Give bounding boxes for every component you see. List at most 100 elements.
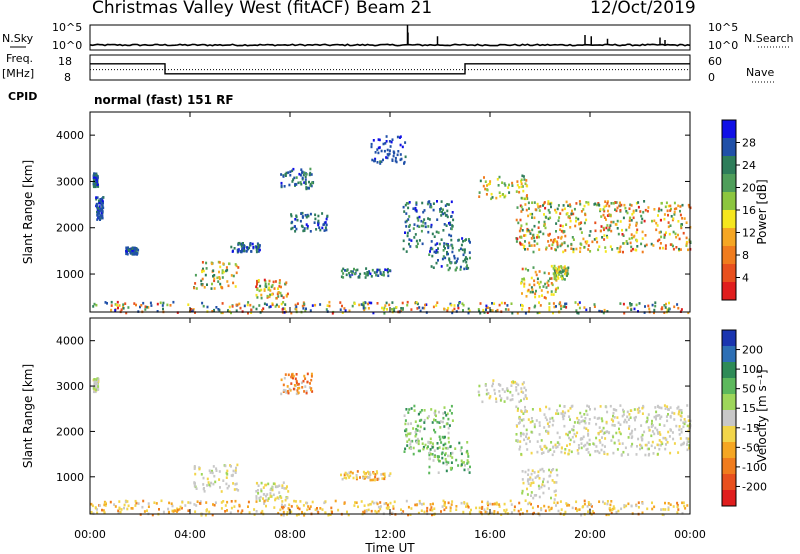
echo-cell [428,453,431,457]
echo-cell [551,416,554,420]
echo-cell [640,435,643,439]
echo-cell [680,430,683,434]
echo-cell [96,205,98,208]
echo-cell [143,510,146,513]
echo-cell [251,242,254,246]
echo-cell [548,302,551,305]
echo-cell [401,145,404,149]
echo-cell [684,420,687,424]
echo-cell [394,159,397,163]
echo-cell [605,204,608,208]
echo-cell [281,506,284,510]
echo-cell [267,288,270,291]
echo-cell [670,207,672,211]
echo-cell [171,509,174,513]
echo-cell [533,305,536,309]
echo-cell [290,505,293,508]
echo-cell [218,277,221,280]
echo-cell [546,422,549,425]
echo-cell [116,300,119,304]
echo-cell [613,507,616,510]
echo-cell [255,307,258,311]
echo-cell [400,511,403,515]
echo-cell [226,469,229,473]
echo-cell [226,509,228,512]
echo-cell [258,289,261,293]
echo-cell [547,234,550,237]
echo-cell [429,247,432,251]
echo-cell [561,412,564,416]
echo-cell [162,510,165,514]
echo-cell [433,418,435,422]
echo-cell [93,181,95,184]
echo-cell [388,140,391,143]
echo-cell [448,258,451,262]
echo-cell [680,226,683,230]
echo-cell [630,204,633,207]
echo-cell [278,281,281,285]
echo-cell [269,289,272,292]
echo-cell [495,397,498,401]
echo-cell [569,219,572,223]
echo-cell [618,430,621,434]
echo-cell [451,250,454,254]
echo-cell [95,388,98,392]
echo-cell [295,215,298,219]
echo-cell [636,239,639,242]
echo-cell [656,239,659,243]
echo-cell [225,269,228,273]
echo-cell [527,436,530,440]
echo-cell [519,242,522,245]
echo-cell [442,255,445,258]
echo-cell [495,196,498,200]
echo-cell [100,198,102,202]
power-colorbar-label: Power [dB] [755,179,769,244]
echo-cell [267,497,270,500]
echo-cell [198,466,201,469]
echo-cell [408,446,411,450]
echo-cell [584,213,587,217]
echo-cell [212,269,215,272]
echo-cell [561,269,564,272]
echo-cell [442,229,445,232]
echo-cell [280,181,283,185]
echo-cell [544,206,547,210]
echo-cell [521,267,524,271]
echo-cell [658,423,661,426]
echo-cell [552,238,555,242]
echo-cell [421,442,424,445]
echo-cell [467,468,470,471]
echo-cell [407,422,410,426]
echo-cell [372,501,375,505]
echo-cell [202,267,204,271]
echo-cell [525,435,527,438]
echo-cell [374,509,377,513]
echo-cell [573,440,576,444]
echo-cell [556,240,559,244]
echo-cell [612,451,615,455]
echo-cell [101,207,104,211]
echo-cell [653,311,655,315]
echo-cell [415,432,418,436]
echo-cell [382,271,385,274]
echo-cell [491,309,494,312]
echo-cell [554,208,557,212]
echo-cell [521,243,524,246]
echo-cell [444,453,446,457]
echo-cell [570,212,573,215]
echo-cell [533,423,536,426]
echo-cell [300,212,303,215]
echo-cell [348,271,350,275]
echo-cell [295,305,298,308]
echo-cell [409,513,412,516]
echo-cell [454,268,457,272]
echo-cell [550,238,552,242]
echo-cell [391,511,394,515]
echo-cell [439,208,442,211]
echo-cell [286,390,289,393]
echo-cell [559,304,562,308]
echo-cell [622,242,625,245]
echo-cell [616,416,619,419]
echo-cell [133,251,136,254]
echo-cell [258,244,261,247]
